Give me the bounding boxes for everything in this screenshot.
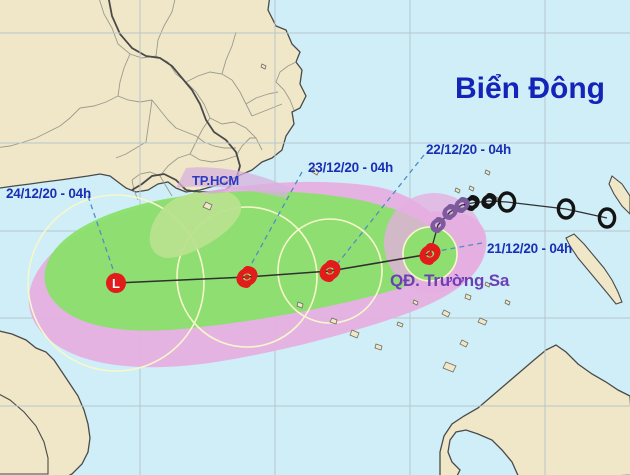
forecast-label-24h-day4: 24/12/20 - 04h: [6, 186, 92, 201]
sea-name-label: Biển Đông: [455, 72, 605, 105]
leader-line-day2: [333, 154, 425, 269]
landmass-sumatra: [0, 394, 49, 475]
leader-line-day4: [87, 195, 117, 279]
leader-line-day3: [246, 171, 303, 273]
landmass-indochina: [0, 0, 307, 193]
low-pressure-marker: L: [106, 273, 126, 293]
forecast-cone-inner-green: [44, 191, 457, 331]
province-borders: [0, 0, 297, 201]
current-position-label: 21/12/20 - 04h: [487, 241, 573, 256]
label-leader-lines: [87, 154, 483, 279]
forecast-track-line: [115, 253, 431, 284]
landmass-palawan: [565, 233, 623, 305]
svg-text:L: L: [112, 276, 120, 291]
warning-overlay-mekong-delta: [149, 192, 242, 258]
landmass-philippine-island-small: [608, 175, 630, 215]
forecast-label-day3: 23/12/20 - 04h: [308, 160, 394, 175]
city-label-hcmc: TP.HCM: [192, 173, 239, 188]
island-label-truong-sa: QĐ. Trường Sa: [390, 271, 510, 290]
landmass-borneo: [439, 344, 630, 475]
warning-overlay-southern-vn: [176, 167, 290, 198]
leader-line-current: [437, 242, 483, 252]
forecast-label-day2: 22/12/20 - 04h: [426, 142, 512, 157]
